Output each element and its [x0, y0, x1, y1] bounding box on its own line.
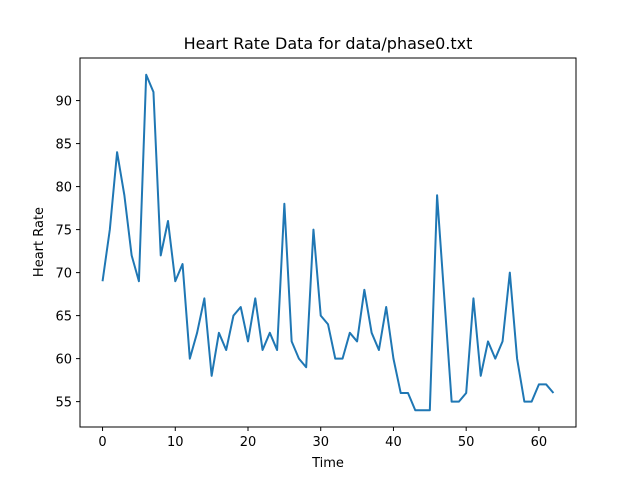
- x-tick-label: 10: [167, 435, 184, 450]
- x-tick-label: 0: [98, 435, 106, 450]
- y-axis-label: Heart Rate: [32, 207, 47, 277]
- y-tick-label: 80: [55, 181, 72, 196]
- y-tick-label: 70: [55, 267, 72, 282]
- y-tick-label: 60: [55, 353, 72, 368]
- series-line-0: [101, 73, 555, 412]
- y-tick-label: 75: [55, 224, 72, 239]
- x-tick-label: 50: [458, 435, 475, 450]
- chart-title: Heart Rate Data for data/phase0.txt: [184, 34, 473, 53]
- x-tick-label: 60: [531, 435, 548, 450]
- x-tick-label: 30: [312, 435, 329, 450]
- y-tick-label: 90: [55, 95, 72, 110]
- axes-frame: [79, 57, 577, 428]
- x-tick-label: 20: [240, 435, 257, 450]
- x-axis-ticks: 0 10 20 30 40 50 60: [98, 427, 547, 450]
- x-tick-label: 40: [385, 435, 402, 450]
- y-tick-label: 55: [55, 396, 72, 411]
- x-axis-label: Time: [311, 456, 344, 471]
- y-axis-ticks: 55 60 65 70 75 80 85 90: [55, 95, 80, 411]
- plot-area: [101, 73, 555, 412]
- y-tick-label: 65: [55, 310, 72, 325]
- y-tick-label: 85: [55, 138, 72, 153]
